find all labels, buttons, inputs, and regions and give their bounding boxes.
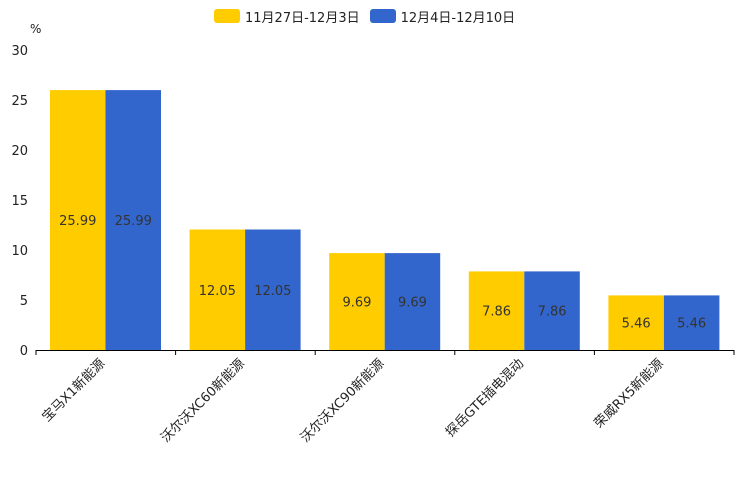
data-label-1-1: 25.99 <box>59 214 96 229</box>
y-axis-unit-label: % <box>30 22 41 36</box>
y-axis: 0 5 10 15 20 25 30 <box>11 44 28 359</box>
bar-2-1[interactable] <box>105 90 162 350</box>
data-label-2-3: 9.69 <box>398 296 427 311</box>
data-label-2-2: 12.05 <box>254 284 291 299</box>
bar-1-1[interactable] <box>50 90 106 350</box>
bar-1-4[interactable] <box>468 271 525 350</box>
legend-item-series-2[interactable]: 12月4日-12月10日 <box>369 7 516 26</box>
bar-2-2[interactable] <box>245 229 301 351</box>
y-tick-label-2: 10 <box>11 244 28 259</box>
bar-1-3[interactable] <box>329 253 385 350</box>
x-tick-label-5: 荣威RX5新能源 <box>591 356 667 432</box>
data-label-1-5: 5.46 <box>622 317 651 332</box>
legend-label-series-1: 11月27日-12月3日 <box>245 10 360 26</box>
legend-label-series-2: 12月4日-12月10日 <box>400 10 516 26</box>
x-axis: 宝马X1新能源 沃尔沃XC60新能源 沃尔沃XC90新能源 探岳GTE插电混动 荣威RX… <box>35 350 735 446</box>
legend-swatch-series-2 <box>369 9 396 23</box>
data-label-2-5: 5.46 <box>677 317 706 332</box>
bar-1-2[interactable] <box>189 229 246 351</box>
bar-2-3[interactable] <box>384 253 441 350</box>
y-tick-label-3: 15 <box>11 194 28 209</box>
y-tick-label-1: 5 <box>20 294 28 309</box>
legend-item-series-1[interactable]: 11月27日-12月3日 <box>214 7 360 26</box>
data-label-1-2: 12.05 <box>199 284 236 299</box>
data-label-2-1: 25.99 <box>115 214 152 229</box>
legend-swatch-series-1 <box>214 9 240 23</box>
data-label-1-4: 7.86 <box>482 305 511 320</box>
y-tick-label-4: 20 <box>11 144 28 159</box>
y-tick-label-5: 25 <box>11 94 28 109</box>
data-label-1-3: 9.69 <box>342 296 371 311</box>
bar-1-5[interactable] <box>608 295 664 350</box>
x-tick-label-4: 探岳GTE插电混动 <box>443 356 527 440</box>
x-tick-label-1: 宝马X1新能源 <box>39 356 108 425</box>
bar-2-5[interactable] <box>663 295 720 350</box>
x-tick-label-2: 沃尔沃XC60新能源 <box>158 356 248 446</box>
bar-2-4[interactable] <box>524 271 580 350</box>
data-label-2-4: 7.86 <box>538 305 567 320</box>
y-tick-label-0: 0 <box>20 344 28 359</box>
legend: 11月27日-12月3日 12月4日-12月10日 <box>214 7 525 26</box>
bars: 25.99 25.99 12.05 12.05 9.69 9.69 7.86 7.86 5.46… <box>50 90 720 351</box>
x-tick-label-3: 沃尔沃XC90新能源 <box>297 356 387 446</box>
y-tick-label-6: 30 <box>11 44 28 59</box>
